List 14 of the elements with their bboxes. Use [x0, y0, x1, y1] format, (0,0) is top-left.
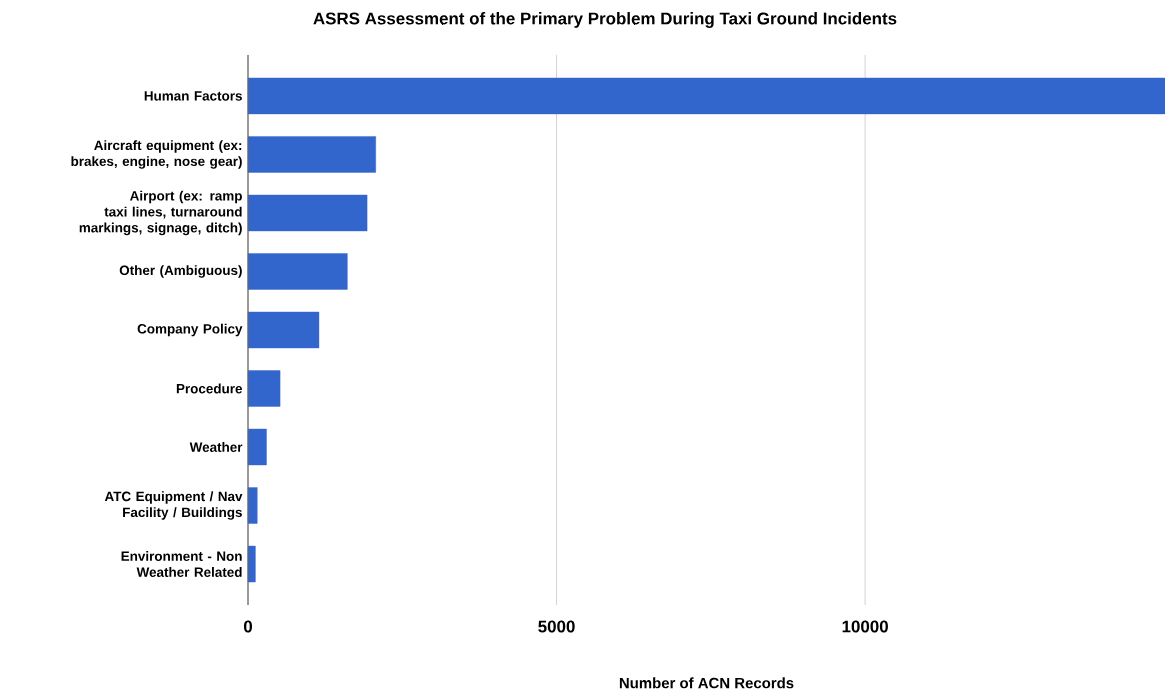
y-tick-label: Company Policy	[137, 323, 243, 337]
x-tick-label: 0	[243, 620, 253, 633]
y-tick-label: Weather	[189, 442, 243, 452]
y-tick-label: Environment - Non Weather Related	[121, 551, 242, 577]
y-tick-label: ATC Equipment / Nav Facility / Buildings	[104, 491, 243, 520]
y-tick-label: Airport (ex: ramp taxi lines, turnaround markings, signage, ditch)	[79, 190, 242, 236]
chart-title: ASRS Assessment of the Primary Problem During Taxi Ground Incidents	[313, 12, 897, 28]
x-tick-label: 10000	[842, 620, 888, 633]
x-tick-label: 5000	[538, 620, 575, 633]
y-tick-label: Other (Ambiguous)	[119, 265, 242, 278]
y-tick-label: Aircraft equipment (ex: brakes, engine, nose gear)	[71, 140, 242, 169]
x-axis-title: Number of ACN Records	[619, 677, 794, 689]
y-tick-label: Human Factors	[144, 91, 242, 101]
y-tick-label: Procedure	[176, 383, 243, 394]
